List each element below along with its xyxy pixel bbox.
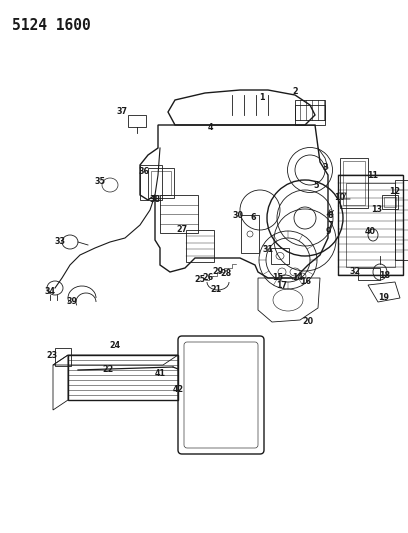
Text: 8: 8 <box>327 211 333 220</box>
Text: 37: 37 <box>117 108 127 117</box>
Bar <box>148 168 174 198</box>
Text: 5: 5 <box>313 181 319 190</box>
Text: 17: 17 <box>277 281 288 290</box>
Text: 36: 36 <box>138 167 149 176</box>
Text: 30: 30 <box>233 211 244 220</box>
Text: 41: 41 <box>155 369 166 378</box>
Bar <box>186 230 214 262</box>
Bar <box>384 197 396 207</box>
Text: 32: 32 <box>349 268 361 277</box>
Text: 35: 35 <box>95 177 106 187</box>
Text: 4: 4 <box>207 124 213 133</box>
Text: 6: 6 <box>250 214 256 222</box>
Text: 5124 1600: 5124 1600 <box>12 18 91 33</box>
Bar <box>358 268 380 280</box>
Text: 9: 9 <box>325 228 331 237</box>
Text: 24: 24 <box>109 342 120 351</box>
Text: 27: 27 <box>176 225 188 235</box>
Text: 25: 25 <box>195 276 206 285</box>
Text: 31: 31 <box>262 246 273 254</box>
Bar <box>338 175 403 275</box>
Text: 2: 2 <box>292 87 298 96</box>
Bar <box>128 115 146 127</box>
Bar <box>340 158 368 208</box>
Text: 34: 34 <box>44 287 55 296</box>
Text: 23: 23 <box>47 351 58 359</box>
Text: 29: 29 <box>213 268 224 277</box>
Bar <box>295 100 325 120</box>
Bar <box>382 195 398 209</box>
Bar <box>346 183 395 267</box>
Text: 26: 26 <box>202 273 213 282</box>
Text: 38: 38 <box>149 196 161 205</box>
Text: 7: 7 <box>327 221 333 230</box>
Bar <box>271 248 289 264</box>
Bar <box>241 215 259 253</box>
Bar <box>395 180 408 260</box>
Bar <box>295 105 325 125</box>
Bar <box>160 195 198 233</box>
Text: 16: 16 <box>301 278 311 287</box>
Text: 1: 1 <box>259 93 265 101</box>
Text: 15: 15 <box>273 273 284 282</box>
Text: 40: 40 <box>364 228 375 237</box>
Bar <box>343 161 365 205</box>
Text: 11: 11 <box>368 171 379 180</box>
Text: 39: 39 <box>67 297 78 306</box>
Text: 22: 22 <box>102 366 113 375</box>
Text: 28: 28 <box>220 270 232 279</box>
Text: 42: 42 <box>173 385 184 394</box>
Bar <box>68 355 178 400</box>
Text: 20: 20 <box>302 318 314 327</box>
Bar <box>140 165 162 200</box>
Text: 12: 12 <box>390 188 401 197</box>
Bar <box>151 171 171 195</box>
Text: 3: 3 <box>322 164 328 173</box>
Text: 10: 10 <box>335 193 346 203</box>
Text: 19: 19 <box>379 294 390 303</box>
Text: 13: 13 <box>372 206 383 214</box>
Text: 33: 33 <box>55 238 66 246</box>
Bar <box>55 348 71 366</box>
Text: 18: 18 <box>379 271 390 280</box>
Text: 21: 21 <box>211 286 222 295</box>
Text: 14: 14 <box>293 273 304 282</box>
